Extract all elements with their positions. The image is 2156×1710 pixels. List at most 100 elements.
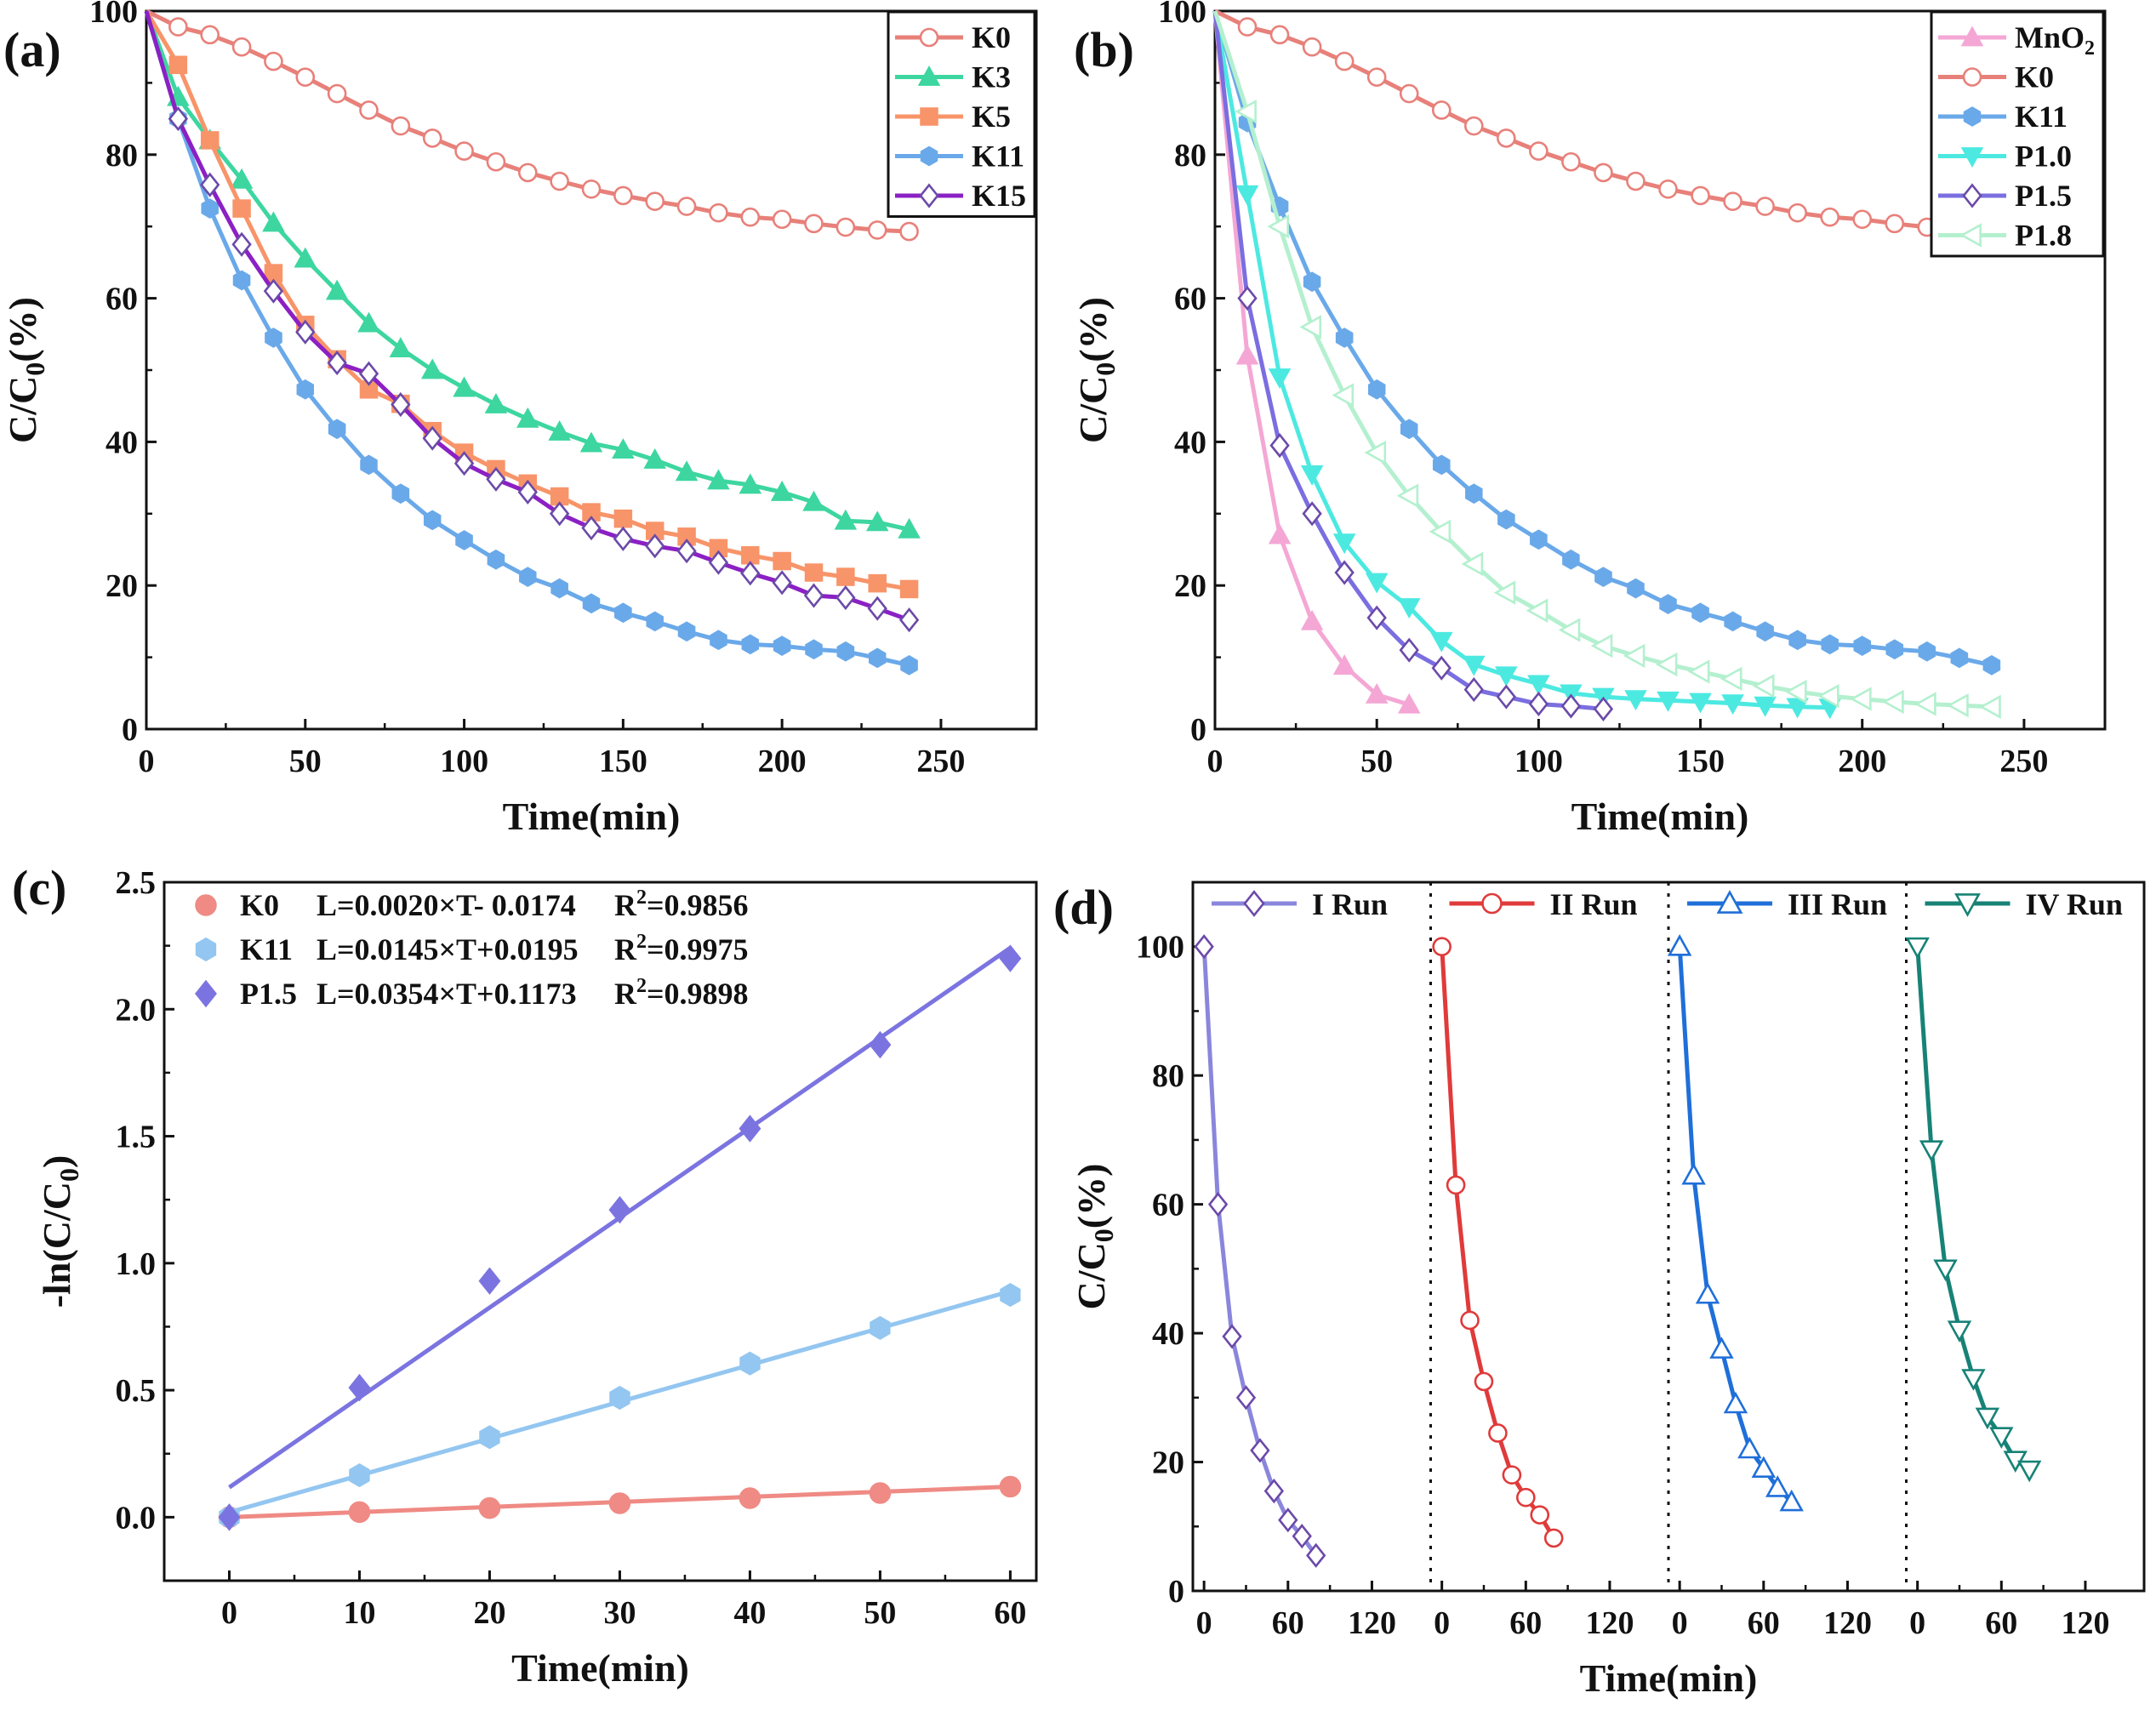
data-point — [453, 451, 475, 476]
data-point — [869, 1030, 892, 1059]
series-line — [145, 9, 910, 234]
y-tick-label: 80 — [1174, 138, 1206, 174]
data-point — [865, 510, 889, 532]
legend-marker — [1963, 106, 1982, 127]
data-point — [1788, 630, 1806, 651]
series-p15 — [1212, 10, 1614, 721]
data-point — [1000, 1283, 1021, 1308]
legend-box — [887, 10, 1036, 218]
data-point — [1237, 17, 1258, 37]
data-point — [675, 460, 699, 482]
series-k11 — [219, 1283, 1021, 1530]
data-point — [1784, 679, 1807, 704]
x-axis-label: Time(min) — [503, 795, 681, 838]
data-point — [231, 231, 252, 257]
data-point — [612, 438, 635, 459]
data-point — [1496, 684, 1516, 710]
data-point — [1474, 1371, 1494, 1392]
data-point — [1724, 611, 1742, 632]
x-tick-label: 200 — [758, 744, 807, 779]
data-point — [1560, 693, 1582, 719]
data-point — [1721, 694, 1744, 715]
data-point — [1306, 1542, 1326, 1568]
data-point — [1493, 580, 1516, 605]
series-run-1: I Run — [1194, 887, 1388, 1568]
x-tick-label: 30 — [603, 1595, 636, 1631]
data-point — [1657, 691, 1680, 712]
legend-label: P1.5 — [240, 977, 297, 1011]
data-point — [1334, 51, 1355, 71]
y-tick-label: 40 — [1152, 1316, 1184, 1352]
data-point — [231, 37, 252, 57]
data-point — [613, 185, 633, 206]
data-point — [1364, 440, 1387, 465]
x-tick-label: 60 — [1985, 1605, 2017, 1641]
data-point — [1268, 368, 1292, 389]
data-point — [1754, 696, 1777, 717]
y-tick-label: 2.0 — [116, 992, 157, 1028]
data-point — [358, 361, 379, 386]
data-point — [328, 419, 346, 440]
x-tick-label: 0 — [1434, 1605, 1450, 1641]
y-tick-label: 40 — [106, 425, 138, 460]
data-point — [1235, 99, 1257, 124]
data-point — [1821, 634, 1839, 655]
data-point — [803, 583, 824, 608]
legend-marker — [1960, 26, 1984, 47]
data-point — [709, 202, 728, 223]
data-point — [1267, 214, 1289, 239]
legend-marker — [1954, 893, 1981, 917]
data-point — [1979, 694, 2001, 720]
data-point — [422, 425, 442, 451]
data-point — [1237, 286, 1258, 311]
legend-label: K11 — [2015, 100, 2068, 134]
legend-label: K0 — [2015, 60, 2054, 94]
data-point — [200, 131, 220, 150]
data-point — [479, 1425, 500, 1450]
legend-label: IV Run — [2026, 887, 2123, 921]
x-tick-label: 60 — [1748, 1605, 1780, 1641]
legend-marker — [919, 183, 939, 208]
data-point — [646, 611, 664, 632]
data-point — [1817, 683, 1839, 709]
y-tick-label: 1.0 — [116, 1246, 157, 1282]
data-point — [484, 392, 508, 413]
data-point — [1269, 433, 1290, 459]
series-line — [1201, 946, 1318, 1557]
data-point — [613, 526, 634, 551]
data-point — [1919, 1140, 1944, 1162]
legend-label: K11 — [240, 932, 293, 966]
legend: K0 L=0.0020×T- 0.0174 R2=0.9856 K11 L=0.0145… — [195, 886, 749, 1011]
x-tick-label: 200 — [1838, 744, 1886, 779]
data-point — [1627, 578, 1645, 599]
legend-marker — [195, 937, 217, 962]
data-point — [1207, 1192, 1229, 1217]
x-tick-label: 40 — [733, 1595, 766, 1631]
legend-equation: L=0.0145×T+0.0195 — [317, 932, 579, 966]
data-point — [1667, 934, 1692, 956]
data-point — [348, 1373, 371, 1402]
data-point — [1975, 1407, 2000, 1430]
series-p10 — [1212, 10, 1841, 720]
x-tick-label: 50 — [289, 744, 322, 779]
data-point — [1365, 573, 1389, 594]
data-point — [296, 379, 315, 400]
data-point — [999, 944, 1022, 972]
data-point — [1235, 1385, 1257, 1411]
data-point — [899, 221, 919, 242]
data-point — [1516, 1487, 1536, 1508]
x-tick-label: 120 — [1585, 1605, 1634, 1641]
x-tick-label: 120 — [1823, 1605, 1872, 1641]
legend-label: K0 — [240, 888, 279, 922]
data-point — [325, 279, 349, 300]
data-point — [1530, 1505, 1550, 1525]
data-point — [1250, 1438, 1270, 1463]
series-line — [1915, 946, 2031, 1472]
data-point — [836, 217, 856, 237]
data-point — [1495, 666, 1518, 687]
legend-label: P1.0 — [2015, 140, 2072, 174]
data-point — [550, 578, 568, 599]
data-point — [710, 630, 727, 651]
data-point — [1658, 180, 1678, 199]
